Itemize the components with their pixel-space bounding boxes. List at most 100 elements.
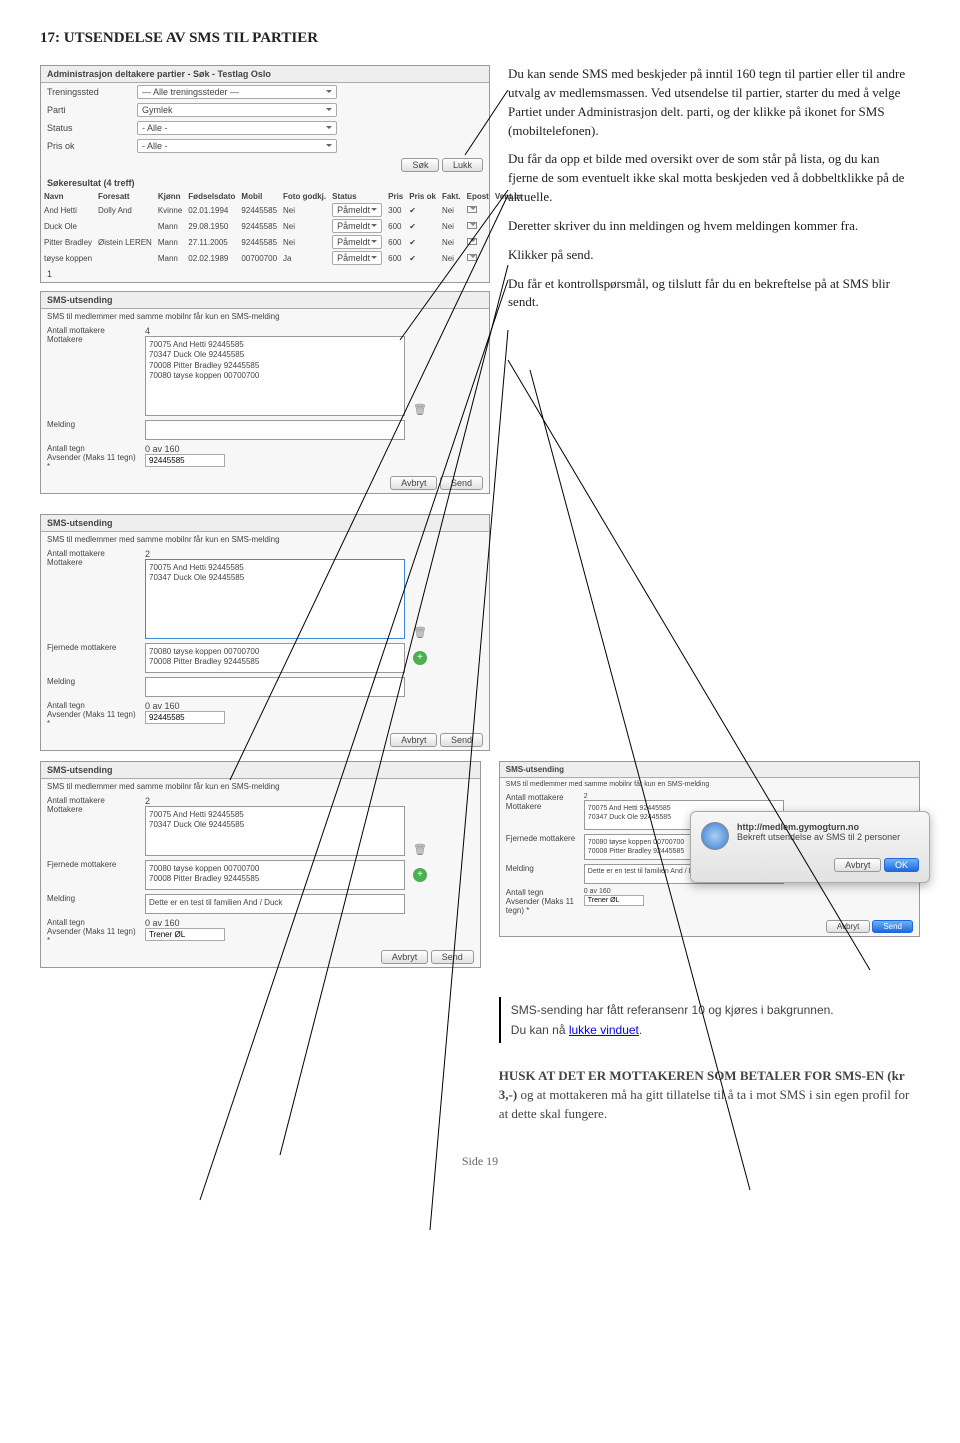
filter-prisok-select[interactable]: - Alle - bbox=[137, 139, 337, 153]
sms4-send-button[interactable]: Send bbox=[872, 920, 913, 933]
sms-panel-title: SMS-utsending bbox=[41, 762, 480, 779]
sms3-avbryt-button[interactable]: Avbryt bbox=[381, 950, 428, 964]
page-footer: Side 19 bbox=[40, 1154, 920, 1169]
table-cell: Påmeldt bbox=[329, 250, 385, 266]
table-cell: tøyse koppen bbox=[41, 250, 95, 266]
sms3-tegn: 0 av 160 bbox=[145, 918, 180, 928]
antall-mottakere-label: Antall mottakere bbox=[47, 796, 105, 805]
antall-mottakere-label: Antall mottakere bbox=[47, 549, 105, 558]
sms1-avbryt-button[interactable]: Avbryt bbox=[390, 476, 437, 490]
table-cell: 92445585 bbox=[238, 218, 280, 234]
fjernede-label: Fjernede mottakere bbox=[47, 860, 137, 890]
filter-status-select[interactable]: - Alle - bbox=[137, 121, 337, 135]
table-cell: 600 bbox=[385, 250, 406, 266]
trash-icon[interactable]: 🗑 bbox=[413, 844, 427, 856]
table-cell: ✔ bbox=[406, 250, 439, 266]
dialog-avbryt-button[interactable]: Avbryt bbox=[834, 858, 881, 872]
table-cell: Mann bbox=[155, 250, 185, 266]
email-icon[interactable] bbox=[467, 206, 477, 213]
email-icon[interactable] bbox=[467, 254, 477, 261]
antall-mottakere-label: Antall mottakere bbox=[47, 326, 105, 335]
dialog-text: Bekreft utsendelse av SMS til 2 personer bbox=[737, 832, 900, 842]
sms1-avsender-input[interactable] bbox=[145, 454, 225, 467]
table-header: Status bbox=[329, 191, 385, 202]
sms-panel-title: SMS-utsending bbox=[41, 515, 489, 532]
table-cell: Mann bbox=[155, 218, 185, 234]
table-cell: 92445585 bbox=[238, 202, 280, 218]
table-cell bbox=[464, 234, 492, 250]
table-row[interactable]: And HettiDolly AndKvinne02.01.1994924455… bbox=[41, 202, 525, 218]
table-cell: 600 bbox=[385, 218, 406, 234]
filter-treningssted-label: Treningssted bbox=[47, 87, 127, 97]
table-cell: ✔ bbox=[406, 202, 439, 218]
sms3-melding-input[interactable]: Dette er en test til familien And / Duck bbox=[145, 894, 405, 914]
body-p3: Deretter skriver du inn meldingen og hve… bbox=[508, 217, 908, 236]
plus-icon[interactable]: + bbox=[413, 868, 427, 882]
table-cell bbox=[95, 250, 155, 266]
plus-icon[interactable]: + bbox=[413, 651, 427, 665]
filter-treningssted-select[interactable]: — Alle treningssteder — bbox=[137, 85, 337, 99]
antall-tegn-label: Antall tegn bbox=[47, 918, 85, 927]
table-cell: 27.11.2005 bbox=[185, 234, 238, 250]
sms4-avbryt-button[interactable]: Avbryt bbox=[826, 920, 871, 933]
table-header: Foresatt bbox=[95, 191, 155, 202]
sms3-avsender-input[interactable] bbox=[145, 928, 225, 941]
sms-note: SMS til medlemmer med samme mobilnr får … bbox=[41, 779, 480, 794]
table-header: Epost bbox=[464, 191, 492, 202]
filter-parti-select[interactable]: Gymlek bbox=[137, 103, 337, 117]
sms2-avbryt-button[interactable]: Avbryt bbox=[390, 733, 437, 747]
melding-label: Melding bbox=[506, 864, 576, 884]
admin-panel: Administrasjon deltakere partier - Søk -… bbox=[40, 65, 490, 283]
mottakere-label: Mottakere bbox=[47, 805, 83, 814]
mottakere-label: Mottakere bbox=[47, 335, 83, 344]
table-header: Pris ok bbox=[406, 191, 439, 202]
husk-note: HUSK AT DET ER MOTTAKEREN SOM BETALER FO… bbox=[499, 1067, 920, 1124]
page-number: 1 bbox=[41, 266, 489, 282]
table-cell: Nei bbox=[439, 234, 464, 250]
trash-icon[interactable]: 🗑 bbox=[413, 627, 427, 639]
sms2-avsender-input[interactable] bbox=[145, 711, 225, 724]
sms1-send-button[interactable]: Send bbox=[440, 476, 483, 490]
table-cell: Mann bbox=[155, 234, 185, 250]
table-cell: 29.08.1950 bbox=[185, 218, 238, 234]
body-p5: Du får et kontrollspørsmål, og tilslutt … bbox=[508, 275, 908, 313]
sms2-melding-input[interactable] bbox=[145, 677, 405, 697]
dialog-ok-button[interactable]: OK bbox=[884, 858, 919, 872]
dialog-url: http://medlem.gymogturn.no bbox=[737, 822, 900, 832]
sms2-recipients[interactable]: 70075 And Hetti 92445585 70347 Duck Ole … bbox=[145, 559, 405, 639]
sok-button[interactable]: Søk bbox=[401, 158, 439, 172]
fjernede-label: Fjernede mottakere bbox=[47, 643, 137, 673]
sms3-recipients[interactable]: 70075 And Hetti 92445585 70347 Duck Ole … bbox=[145, 806, 405, 856]
sms4-avsender-input[interactable] bbox=[584, 895, 644, 906]
sms1-recipients[interactable]: 70075 And Hetti 92445585 70347 Duck Ole … bbox=[145, 336, 405, 416]
table-row[interactable]: tøyse koppenMann02.02.198900700700JaPåme… bbox=[41, 250, 525, 266]
table-row[interactable]: Duck OleMann29.08.195092445585NeiPåmeldt… bbox=[41, 218, 525, 234]
body-p4: Klikker på send. bbox=[508, 246, 908, 265]
table-cell: Påmeldt bbox=[329, 234, 385, 250]
sms3-send-button[interactable]: Send bbox=[431, 950, 474, 964]
lukke-vinduet-link[interactable]: lukke vinduet bbox=[569, 1023, 639, 1037]
results-table: NavnForesattKjønnFødselsdatoMobilFoto go… bbox=[41, 191, 525, 266]
table-header: Navn bbox=[41, 191, 95, 202]
table-cell: ✔ bbox=[406, 218, 439, 234]
avsender-label: Avsender (Maks 11 tegn) * bbox=[47, 453, 136, 471]
email-icon[interactable] bbox=[467, 238, 477, 245]
table-header: Mobil bbox=[238, 191, 280, 202]
table-cell: Duck Ole bbox=[41, 218, 95, 234]
email-icon[interactable] bbox=[467, 222, 477, 229]
melding-label: Melding bbox=[47, 677, 137, 697]
lukk-button[interactable]: Lukk bbox=[442, 158, 483, 172]
table-cell: Nei bbox=[439, 250, 464, 266]
body-p1: Du kan sende SMS med beskjeder på inntil… bbox=[508, 65, 908, 140]
table-header: Foto godkj. bbox=[280, 191, 329, 202]
table-cell: Øistein LEREN bbox=[95, 234, 155, 250]
trash-icon[interactable]: 🗑 bbox=[413, 404, 427, 416]
table-cell: ✔ bbox=[406, 234, 439, 250]
mottakere-label: Mottakere bbox=[506, 802, 542, 811]
table-row[interactable]: Pitter BradleyØistein LERENMann27.11.200… bbox=[41, 234, 525, 250]
avsender-label: Avsender (Maks 11 tegn) * bbox=[47, 710, 136, 728]
sms1-melding-input[interactable] bbox=[145, 420, 405, 440]
sms3-removed[interactable]: 70080 tøyse koppen 00700700 70008 Pitter… bbox=[145, 860, 405, 890]
sms2-removed[interactable]: 70080 tøyse koppen 00700700 70008 Pitter… bbox=[145, 643, 405, 673]
sms2-send-button[interactable]: Send bbox=[440, 733, 483, 747]
